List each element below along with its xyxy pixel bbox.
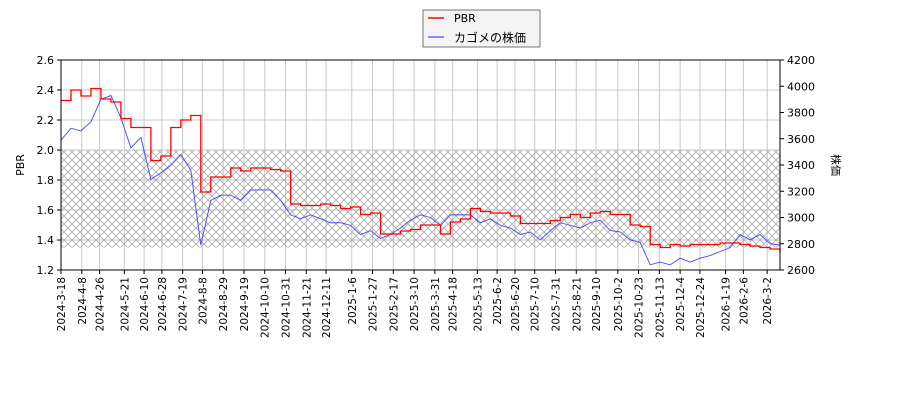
series-line-stock-price [60, 94, 781, 266]
x-tick-label: 2025-1-27 [368, 277, 380, 331]
shaded-band [61, 150, 780, 248]
y-tick-label-right: 3800 [787, 107, 815, 120]
y-tick-label-right: 4000 [787, 80, 815, 93]
y-tick-label-left: 2.2 [37, 114, 55, 127]
y-tick-label-right: 2600 [787, 264, 815, 277]
x-tick-label: 2024-4-26 [95, 277, 107, 332]
x-tick-label: 2026-2-6 [738, 277, 750, 325]
x-tick-label: 2024-10-31 [281, 277, 293, 338]
x-tick-label: 2024-6-28 [157, 277, 169, 331]
x-tick-label: 2024-7-19 [178, 277, 190, 331]
x-tick-label: 2024-9-19 [239, 277, 251, 331]
x-tick-label: 2025-10-23 [634, 277, 646, 338]
y-tick-label-left: 2.4 [37, 84, 55, 97]
y-tick-label-right: 3400 [787, 159, 815, 172]
x-tick-label: 2025-9-10 [591, 277, 603, 331]
x-tick-label: 2025-6-20 [510, 277, 522, 331]
x-tick-label: 2025-3-31 [430, 277, 442, 331]
x-tick-label: 2025-7-31 [550, 277, 562, 331]
y-tick-label-left: 1.2 [37, 264, 55, 277]
y-tick-label-left: 1.8 [37, 174, 55, 187]
x-tick-label: 2024-11-21 [301, 277, 313, 338]
y-tick-label-right: 2800 [787, 238, 815, 251]
x-tick-label: 2025-8-21 [571, 277, 583, 331]
y-axis-label-right: 株価 [829, 154, 843, 176]
y-tick-label-left: 2.6 [37, 54, 55, 67]
x-tick-label: 2025-11-13 [654, 277, 666, 338]
legend-label-pbr: PBR [454, 12, 476, 25]
y-tick-label-left: 1.4 [37, 234, 55, 247]
series-line-pbr [61, 87, 781, 252]
x-tick-label: 2024-4-8 [77, 277, 89, 325]
y-tick-label-left: 1.6 [37, 204, 55, 217]
x-tick-label: 2026-3-2 [762, 277, 774, 325]
x-tick-label: 2024-10-10 [260, 277, 272, 338]
legend-label-price: カゴメの株価 [454, 30, 526, 45]
y-tick-label-right: 4200 [787, 54, 815, 67]
x-tick-label: 2024-12-11 [321, 277, 333, 338]
x-tick-label: 2025-6-2 [492, 277, 504, 325]
y-tick-label-right: 3200 [787, 185, 815, 198]
x-tick-label: 2024-8-8 [197, 277, 209, 325]
x-tick-label: 2025-12-4 [675, 277, 687, 332]
x-tick-label: 2025-12-24 [695, 277, 707, 338]
x-tick-label: 2025-4-18 [448, 277, 460, 331]
x-tick-label: 2024-3-18 [56, 277, 68, 331]
y-axis-label-left: PBR [14, 154, 27, 176]
y-tick-label-right: 3000 [787, 212, 815, 225]
x-tick-label: 2025-3-10 [409, 277, 421, 331]
x-tick-label: 2024-5-21 [119, 277, 131, 331]
x-tick-label: 2025-10-2 [613, 277, 625, 331]
x-tick-label: 2024-6-10 [139, 277, 151, 331]
x-tick-label: 2026-1-19 [721, 277, 733, 331]
x-tick-label: 2025-7-10 [530, 277, 542, 331]
x-tick-label: 2025-5-13 [472, 277, 484, 331]
legend: PBR カゴメの株価 [422, 9, 541, 48]
x-tick-label: 2025-2-17 [388, 277, 400, 331]
y-tick-label-left: 2.0 [37, 144, 55, 157]
x-tick-label: 2024-8-29 [218, 277, 230, 331]
x-tick-label: 2025-1-6 [347, 277, 359, 325]
legend-box [422, 9, 541, 48]
y-tick-label-right: 3600 [787, 133, 815, 146]
